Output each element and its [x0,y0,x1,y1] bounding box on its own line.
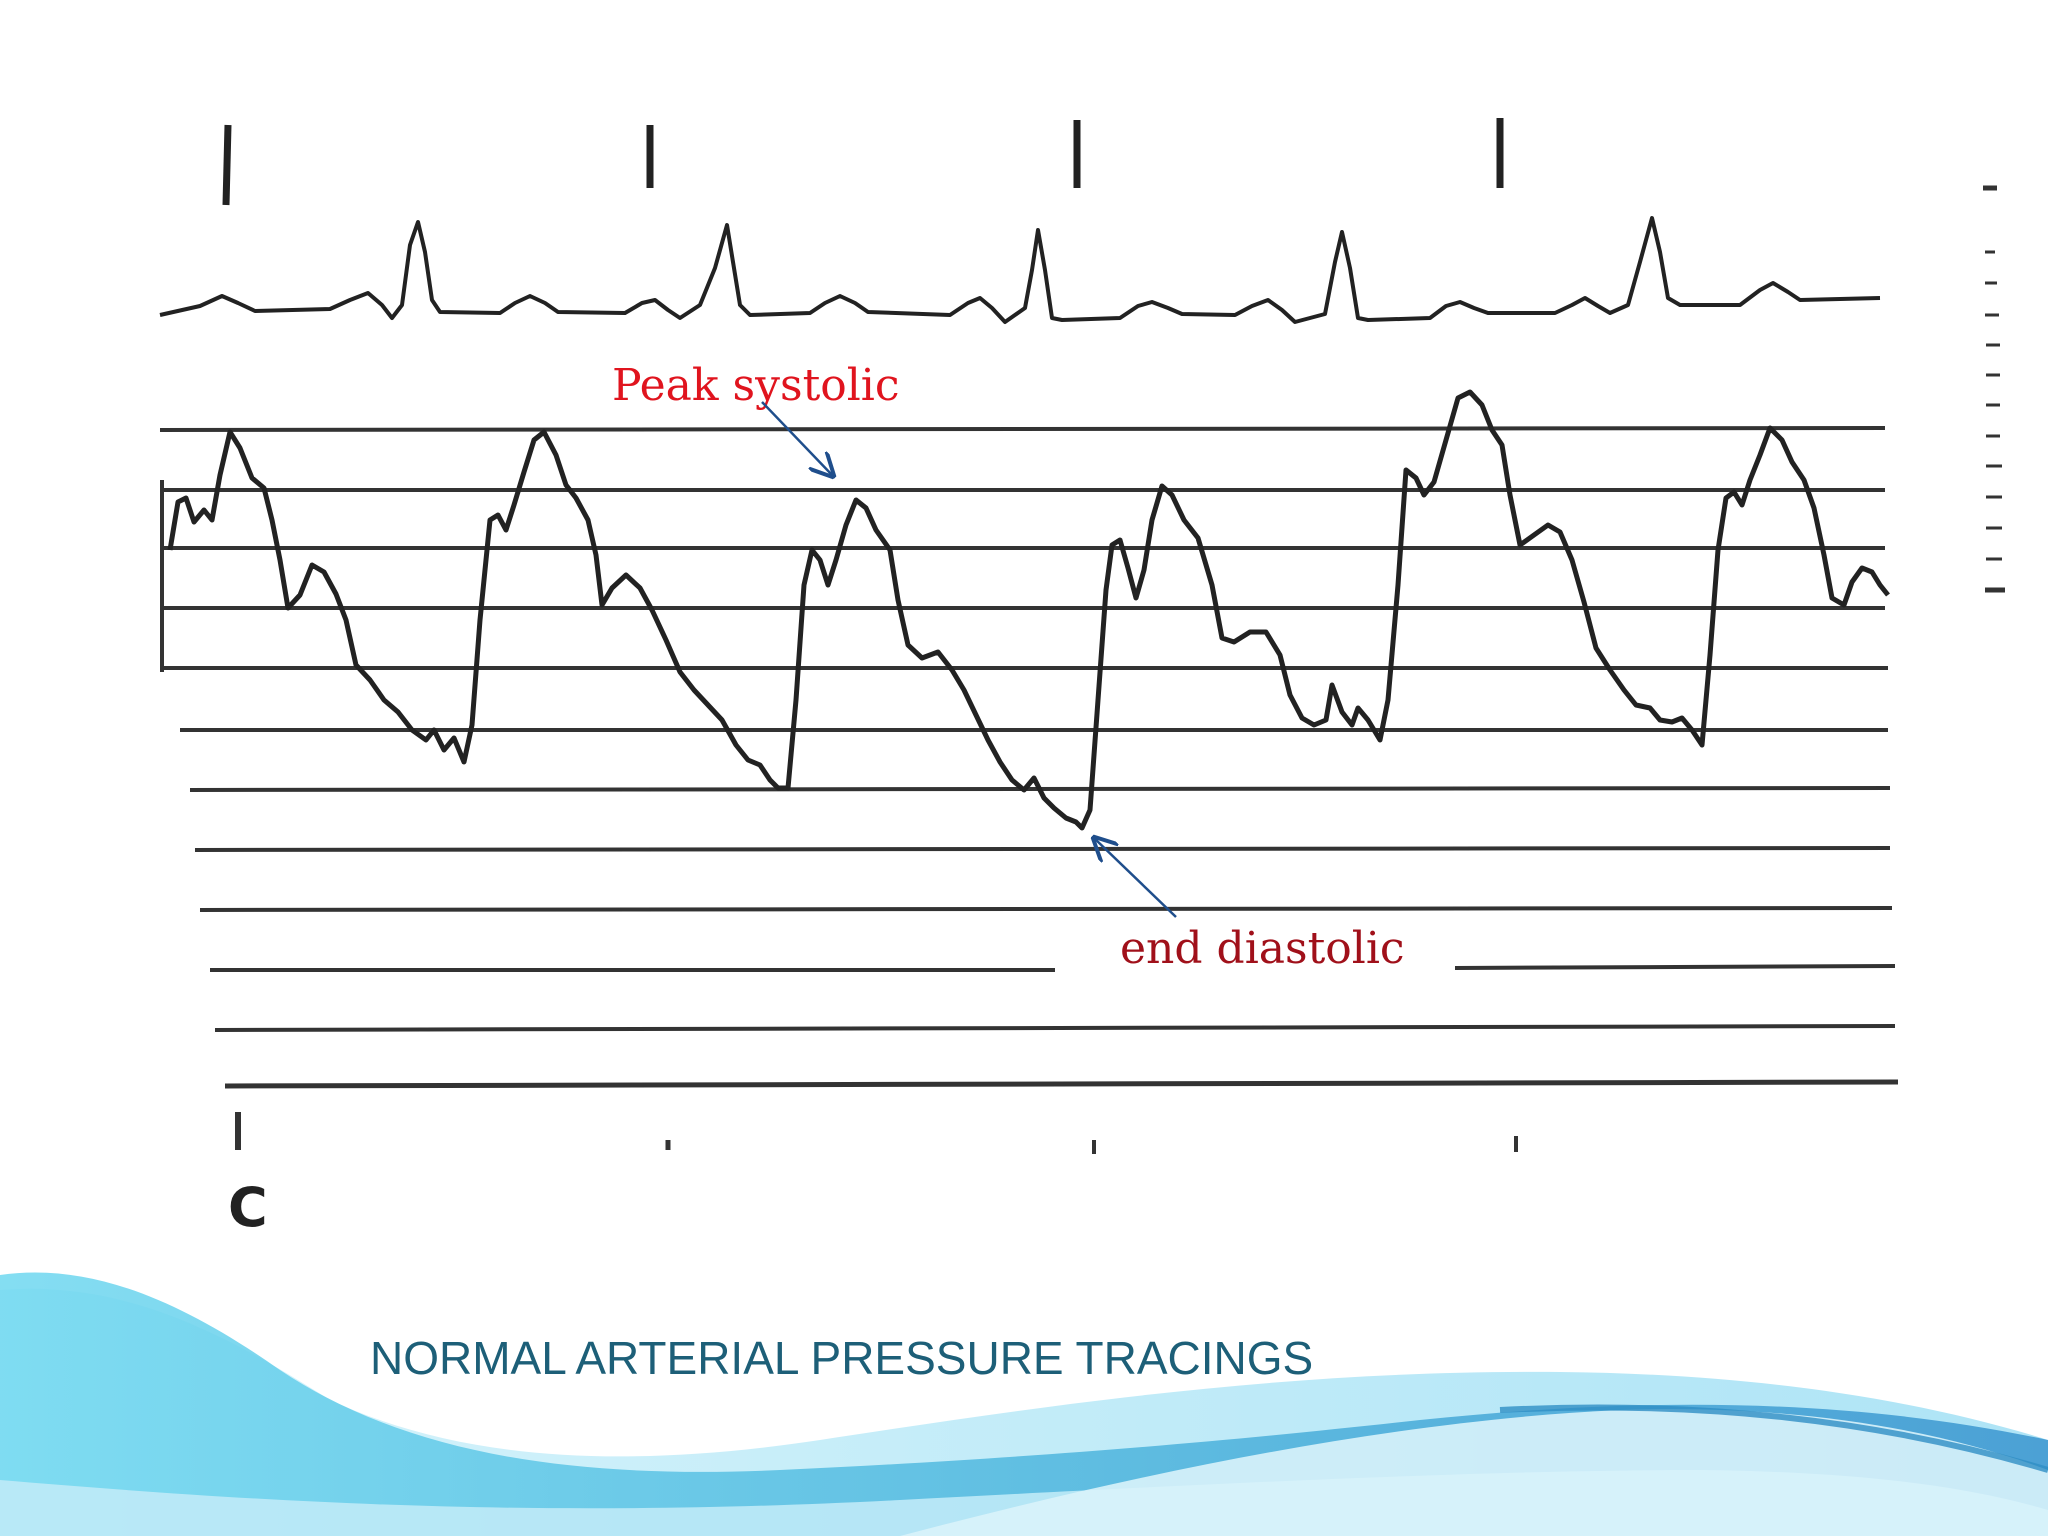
end-diastolic-label: end diastolic [1120,923,1405,974]
ecg-trace [159,216,1881,324]
grid-line [194,846,1891,852]
peak-systolic-arrow [761,401,833,476]
grid-line [1454,964,1896,970]
grid-line [214,1024,1896,1032]
ecg-channel [159,118,1881,324]
arterial-pressure-trace [167,389,1890,831]
pressure-grid [159,426,1899,1089]
time-markers [235,1112,1518,1154]
tracing-panel [62,72,1982,1232]
end-diastolic-arrow [1094,838,1177,918]
grid-line [199,906,1893,912]
calibration-scale [1983,185,2005,593]
grid-line [159,426,1886,432]
peak-systolic-label: Peak systolic [612,360,900,411]
slide-title: NORMAL ARTERIAL PRESSURE TRACINGS [370,1332,1313,1384]
channel-letter: C [228,1176,268,1239]
bottom-wave-decoration [0,1272,2048,1536]
event-marker [222,124,232,206]
grid-line [224,1079,1899,1089]
end-diastolic-label-backdrop [1055,915,1455,995]
